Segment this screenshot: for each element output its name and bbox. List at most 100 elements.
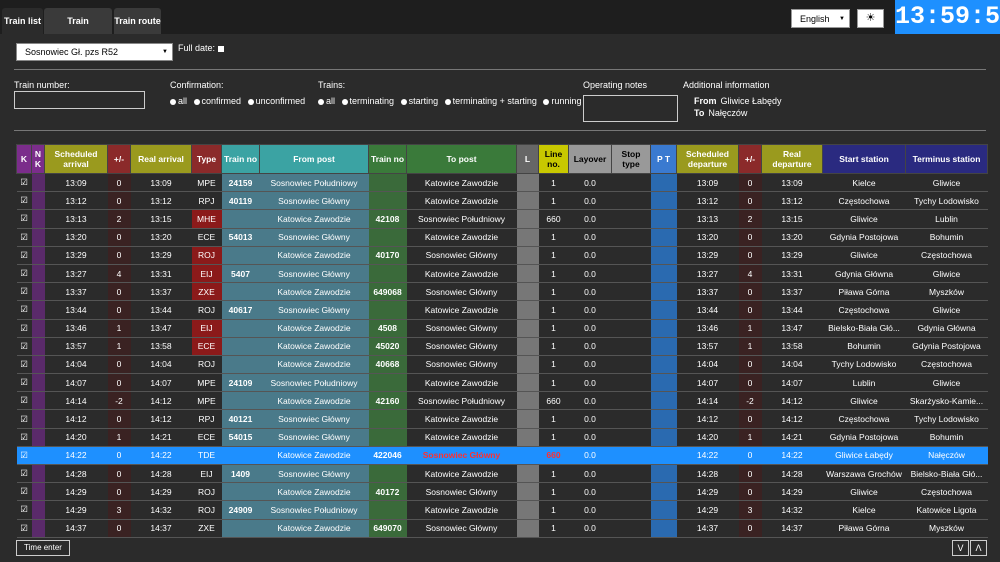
cell-k[interactable]: ☑ <box>16 209 32 229</box>
confirmation-option-all[interactable]: all <box>170 96 187 106</box>
cell-sdep: 13:20 <box>676 228 739 247</box>
cell-k[interactable]: ☑ <box>16 500 32 520</box>
col-line-no[interactable]: Line no. <box>538 144 569 174</box>
trains-option-all[interactable]: all <box>318 96 335 106</box>
cell-term: Gdynia Postojowa <box>905 337 988 356</box>
cell-pm: 0 <box>107 482 131 502</box>
col-real-arrival[interactable]: Real arrival <box>130 144 192 174</box>
cell-k[interactable]: ☑ <box>16 282 32 302</box>
table-row[interactable]: ☑ 14:37 0 14:37 ZXE Katowice Zawodzie 649070 So… <box>16 519 988 538</box>
scroll-up-button[interactable]: Λ <box>970 540 987 556</box>
cell-tno <box>221 282 260 302</box>
cell-k[interactable]: ☑ <box>16 173 32 193</box>
cell-k[interactable]: ☑ <box>16 519 32 538</box>
col-start-station[interactable]: Start station <box>822 144 906 174</box>
theme-toggle-button[interactable]: ☀ <box>857 9 884 28</box>
col-real-departure[interactable]: Real departure <box>761 144 823 174</box>
cell-lay: 0.0 <box>568 391 612 411</box>
cell-k[interactable]: ☑ <box>16 319 32 338</box>
cell-k[interactable]: ☑ <box>16 246 32 265</box>
table-row[interactable]: ☑ 13:20 0 13:20 ECE 54013 Sosnowiec Główny Kato… <box>16 228 988 247</box>
col-from-post[interactable]: From post <box>259 144 369 174</box>
table-row[interactable]: ☑ 13:09 0 13:09 MPE 24159 Sosnowiec Południowy… <box>16 173 988 193</box>
cell-line: 1 <box>538 228 569 247</box>
table-row[interactable]: ☑ 13:57 1 13:58 ECE Katowice Zawodzie 45020 Sos… <box>16 337 988 356</box>
col-stop-type[interactable]: Stop type <box>611 144 651 174</box>
table-row[interactable]: ☑ 14:04 0 14:04 ROJ Katowice Zawodzie 40668 Sos… <box>16 355 988 375</box>
station-select[interactable]: Sosnowiec Gł. pzs R52 ▼ <box>16 43 173 61</box>
table-row[interactable]: ☑ 14:29 0 14:29 ROJ Katowice Zawodzie 40172 Sos… <box>16 482 988 502</box>
table-row[interactable]: ☑ 13:44 0 13:44 ROJ 40617 Sosnowiec Główny Kato… <box>16 300 988 320</box>
tab-train-route[interactable]: Train route <box>114 8 161 34</box>
trains-option-terminating-starting[interactable]: terminating + starting <box>444 96 537 106</box>
cell-k[interactable]: ☑ <box>16 409 32 429</box>
tab-train-description[interactable]: Train description <box>44 8 112 52</box>
trains-option-starting[interactable]: starting <box>400 96 438 106</box>
confirmation-option-confirmed[interactable]: confirmed <box>193 96 241 106</box>
table-row[interactable]: ☑ 13:46 1 13:47 EIJ Katowice Zawodzie 4508 Sosn… <box>16 319 988 338</box>
col-scheduled-departure[interactable]: Scheduled departure <box>676 144 739 174</box>
cell-k[interactable]: ☑ <box>16 464 32 484</box>
cell-term: Gliwice <box>905 264 988 284</box>
cell-start: Tychy Lodowisko <box>822 355 906 375</box>
table-row[interactable]: ☑ 14:22 0 14:22 TDE Katowice Zawodzie 422046 So… <box>16 446 988 466</box>
table-row[interactable]: ☑ 13:13 2 13:15 MHE Katowice Zawodzie 42108 Sos… <box>16 209 988 229</box>
col-to-post[interactable]: To post <box>406 144 517 174</box>
cell-start: Gdynia Postojowa <box>822 228 906 247</box>
col-l[interactable]: L <box>516 144 539 174</box>
cell-k[interactable]: ☑ <box>16 391 32 411</box>
cell-k[interactable]: ☑ <box>16 446 32 466</box>
cell-k[interactable]: ☑ <box>16 191 32 211</box>
col-train-no-from[interactable]: Train no <box>221 144 260 174</box>
col-departure-delay[interactable]: +/- <box>738 144 762 174</box>
cell-k[interactable]: ☑ <box>16 355 32 375</box>
table-row[interactable]: ☑ 14:28 0 14:28 EIJ 1409 Sosnowiec Główny Katow… <box>16 464 988 484</box>
col-type[interactable]: Type <box>191 144 222 174</box>
cell-k[interactable]: ☑ <box>16 373 32 393</box>
time-enter-button[interactable]: Time enter <box>16 540 70 556</box>
language-select[interactable]: English ▼ <box>791 9 850 28</box>
cell-type: ROJ <box>191 500 222 520</box>
table-row[interactable]: ☑ 13:29 0 13:29 ROJ Katowice Zawodzie 40170 Sos… <box>16 246 988 265</box>
cell-k[interactable]: ☑ <box>16 264 32 284</box>
cell-line: 1 <box>538 337 569 356</box>
cell-k[interactable]: ☑ <box>16 228 32 247</box>
cell-k[interactable]: ☑ <box>16 300 32 320</box>
col-k[interactable]: K <box>16 144 32 174</box>
col-pt[interactable]: P T <box>650 144 677 174</box>
cell-to: Katowice Zawodzie <box>406 428 517 447</box>
tab-train-list[interactable]: Train list <box>2 8 43 34</box>
table-row[interactable]: ☑ 14:20 1 14:21 ECE 54015 Sosnowiec Główny Kato… <box>16 428 988 447</box>
table-row[interactable]: ☑ 13:37 0 13:37 ZXE Katowice Zawodzie 649068 So… <box>16 282 988 302</box>
full-date-checkbox[interactable] <box>218 45 225 52</box>
cell-n <box>31 300 45 320</box>
cell-k[interactable]: ☑ <box>16 482 32 502</box>
col-nk[interactable]: N K <box>31 144 45 174</box>
operating-notes-input[interactable] <box>583 95 678 122</box>
train-number-input[interactable] <box>14 91 145 109</box>
cell-tno <box>221 482 260 502</box>
cell-pm: 2 <box>107 209 131 229</box>
col-arrival-delay[interactable]: +/- <box>107 144 131 174</box>
col-scheduled-arrival[interactable]: Scheduled arrival <box>44 144 108 174</box>
cell-k[interactable]: ☑ <box>16 337 32 356</box>
table-row[interactable]: ☑ 14:14 -2 14:12 MPE Katowice Zawodzie 42160 So… <box>16 391 988 411</box>
cell-line: 1 <box>538 355 569 375</box>
table-row[interactable]: ☑ 14:12 0 14:12 RPJ 40121 Sosnowiec Główny Kato… <box>16 409 988 429</box>
cell-k[interactable]: ☑ <box>16 428 32 447</box>
table-row[interactable]: ☑ 14:07 0 14:07 MPE 24109 Sosnowiec Południowy… <box>16 373 988 393</box>
cell-tno: 24159 <box>221 173 260 193</box>
confirmation-option-unconfirmed[interactable]: unconfirmed <box>247 96 305 106</box>
cell-line: 1 <box>538 428 569 447</box>
table-row[interactable]: ☑ 14:29 3 14:32 ROJ 24909 Sosnowiec Południowy… <box>16 500 988 520</box>
table-row[interactable]: ☑ 13:27 4 13:31 EIJ 5407 Sosnowiec Główny Katow… <box>16 264 988 284</box>
col-layover[interactable]: Layover <box>568 144 612 174</box>
cell-sched: 13:20 <box>44 228 108 247</box>
scroll-down-button[interactable]: V <box>952 540 969 556</box>
radio-icon <box>193 98 200 105</box>
col-terminus-station[interactable]: Terminus station <box>905 144 988 174</box>
table-row[interactable]: ☑ 13:12 0 13:12 RPJ 40119 Sosnowiec Główny Kato… <box>16 191 988 211</box>
col-train-no-to[interactable]: Train no <box>368 144 407 174</box>
trains-option-terminating[interactable]: terminating <box>341 96 394 106</box>
trains-option-running[interactable]: running <box>543 96 581 106</box>
